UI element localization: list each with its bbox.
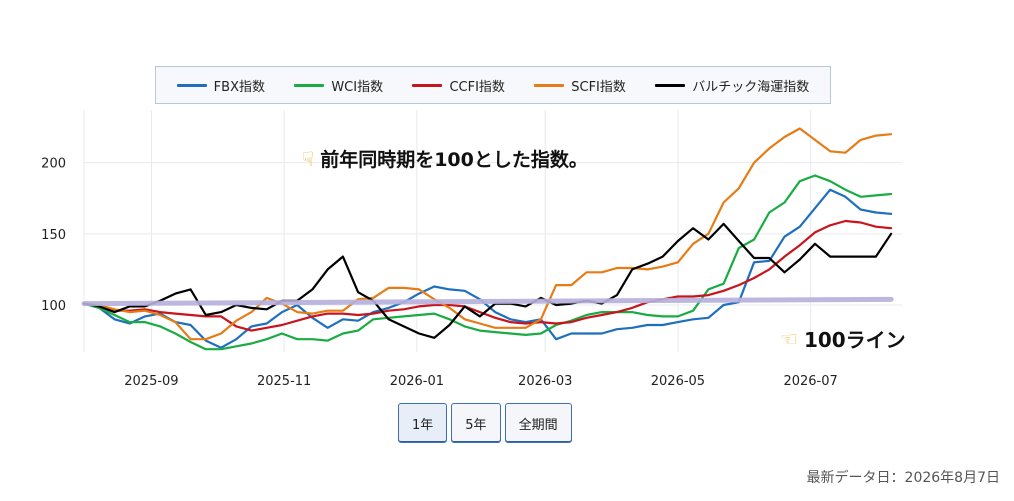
legend-swatch-scfi <box>534 83 565 87</box>
x-tick-label-2025-11: 2025-11 <box>257 374 311 389</box>
series-line-3 <box>82 127 893 341</box>
range-button-5y[interactable]: 5年 <box>451 403 501 443</box>
legend-item-wci[interactable]: WCI指数 <box>294 76 383 95</box>
legend-item-fbx[interactable]: FBX指数 <box>176 76 265 95</box>
pointing-left-hand-icon: ☜ <box>780 326 798 351</box>
last-updated-label: 最新データ日：2026年8月7日 <box>806 470 1000 486</box>
line-chart: 100 150 200 2025-09 2025-11 2026-01 2026-03 202… <box>41 110 902 389</box>
reference-line-layer <box>81 296 894 307</box>
pointing-down-hand-icon: ☟ <box>302 146 315 171</box>
series-line-1 <box>82 174 893 351</box>
legend-item-baltic[interactable]: バルチック海運指数 <box>655 76 809 95</box>
x-tick-label-2026-01: 2026-01 <box>390 374 444 389</box>
x-tick-label-2026-07: 2026-07 <box>783 374 837 389</box>
x-tick-label-2025-09: 2025-09 <box>124 374 178 389</box>
annotation-top: ☟ 前年同時期を100とした指数。 <box>302 145 588 172</box>
annotation-bottom-text: 100ライン <box>803 328 906 352</box>
series-line-2 <box>82 219 893 332</box>
legend-label-baltic: バルチック海運指数 <box>692 79 810 95</box>
legend-label-wci: WCI指数 <box>331 79 384 95</box>
annotation-bottom: ☜ 100ライン <box>780 324 906 353</box>
legend-item-scfi[interactable]: SCFI指数 <box>534 76 626 95</box>
x-tick-label-2026-03: 2026-03 <box>518 374 572 389</box>
annotation-top-text: 前年同時期を100とした指数。 <box>320 149 588 171</box>
series-line-4 <box>82 222 893 339</box>
y-tick-label-150: 150 <box>41 228 66 243</box>
legend-swatch-baltic <box>655 83 686 87</box>
x-tick-label-2026-05: 2026-05 <box>651 374 705 389</box>
legend-item-ccfi[interactable]: CCFI指数 <box>412 76 505 95</box>
legend-label-ccfi: CCFI指数 <box>449 79 505 95</box>
grid <box>83 110 902 352</box>
axes: 100 150 200 2025-09 2025-11 2026-01 2026-03 202… <box>41 157 838 389</box>
chart-legend: FBX指数 WCI指数 CCFI指数 SCFI指数 バルチック海運指数 <box>155 66 831 104</box>
legend-swatch-fbx <box>176 83 207 87</box>
range-button-all[interactable]: 全期間 <box>504 403 572 443</box>
y-tick-label-100: 100 <box>41 299 66 314</box>
series-line-0 <box>82 188 893 349</box>
y-tick-label-200: 200 <box>41 157 66 172</box>
reference-100-line <box>81 296 894 307</box>
range-selector: 1年 5年 全期間 <box>398 403 572 443</box>
range-button-1y[interactable]: 1年 <box>398 403 448 443</box>
legend-label-scfi: SCFI指数 <box>571 79 626 95</box>
legend-swatch-wci <box>294 83 325 87</box>
series-lines <box>82 127 893 351</box>
legend-swatch-ccfi <box>412 83 443 87</box>
legend-label-fbx: FBX指数 <box>213 79 265 95</box>
